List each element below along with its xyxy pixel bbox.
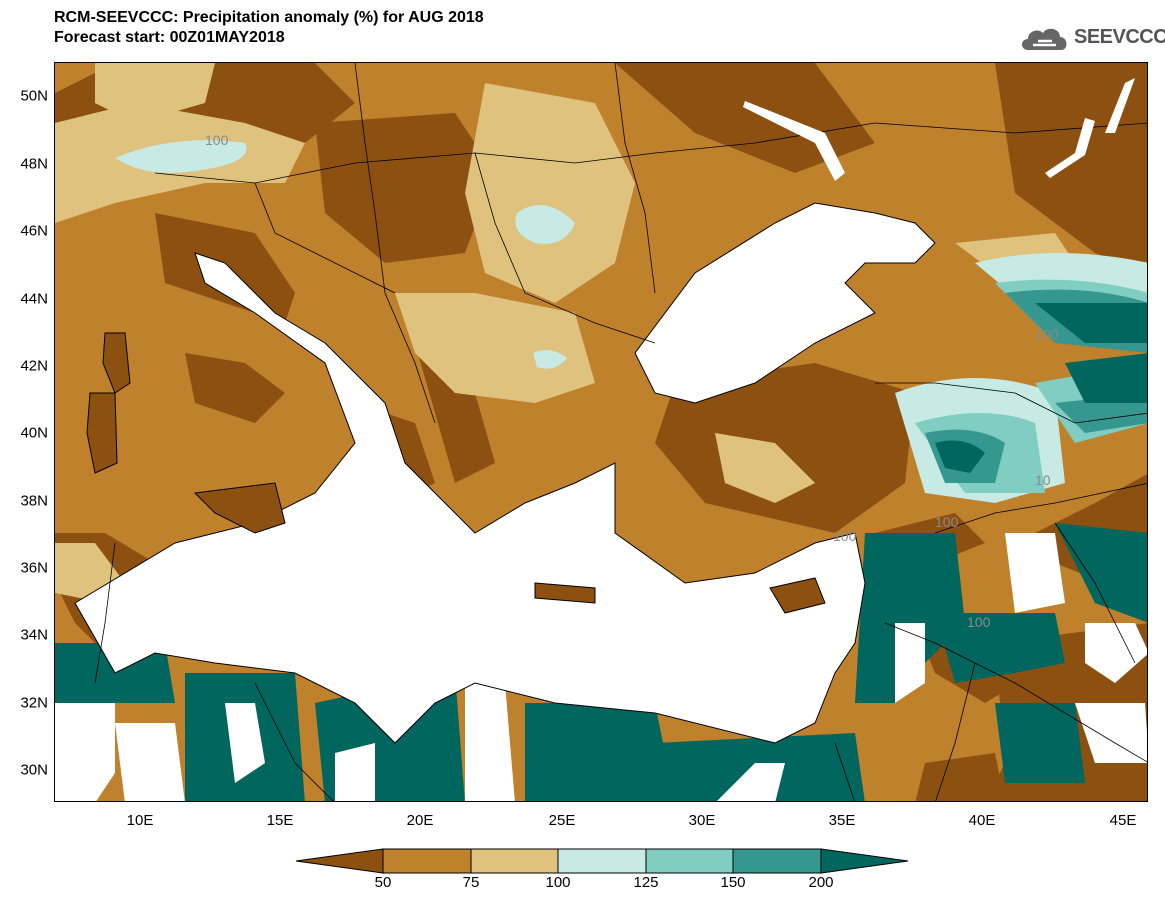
contour-label-alps: 100 (205, 132, 229, 148)
lat-label-46n: 46N (20, 222, 48, 240)
colorbar-segment-lt50 (295, 848, 384, 874)
logo-text: SEEVCCC (1074, 26, 1165, 48)
colorbar-segment-100-125 (557, 848, 647, 874)
colorbar-label-200: 200 (808, 874, 834, 891)
lat-label-36n: 36N (20, 559, 48, 577)
contour-label-caucasus: 100 (1035, 326, 1059, 342)
lon-label-45e: 45E (1109, 812, 1137, 829)
map-area: 100 100 100 100 100 10 (54, 62, 1148, 802)
colorbar-segment-50-75 (382, 848, 472, 874)
lon-label-40e: 40E (968, 812, 996, 829)
lat-label-32n: 32N (20, 694, 48, 712)
colorbar (295, 848, 909, 874)
contour-label-east-turkey: 100 (935, 514, 959, 530)
colorbar-segment-150-200 (732, 848, 822, 874)
contour-label-turkey-south: 100 (833, 528, 857, 544)
lon-label-25e: 25E (548, 812, 576, 829)
colorbar-label-75: 75 (462, 874, 480, 891)
colorbar-label-50: 50 (374, 874, 392, 891)
lat-label-44n: 44N (20, 290, 48, 308)
title-line-1: RCM-SEEVCCC: Precipitation anomaly (%) f… (54, 9, 484, 26)
colorbar-segment-75-100 (470, 848, 559, 874)
colorbar-segment-gt200 (820, 848, 909, 874)
lat-label-40n: 40N (20, 424, 48, 442)
colorbar-label-125: 125 (633, 874, 659, 891)
seevccc-logo: SEEVCCC (1018, 22, 1165, 56)
lon-label-10e: 10E (126, 812, 154, 829)
colorbar-label-100: 100 (545, 874, 571, 891)
title-line-2: Forecast start: 00Z01MAY2018 (54, 29, 285, 46)
map-title: RCM-SEEVCCC: Precipitation anomaly (%) f… (54, 8, 484, 48)
precipitation-field: 100 100 100 100 100 10 (55, 63, 1147, 801)
lat-label-30n: 30N (20, 761, 48, 779)
lat-label-34n: 34N (20, 626, 48, 644)
cloud-icon (1022, 28, 1067, 50)
lon-label-35e: 35E (828, 812, 856, 829)
contour-label-armenia: 10 (1035, 472, 1051, 488)
lat-label-42n: 42N (20, 357, 48, 375)
colorbar-segment-125-150 (645, 848, 734, 874)
lat-label-38n: 38N (20, 492, 48, 510)
colorbar-label-150: 150 (720, 874, 746, 891)
lon-label-20e: 20E (406, 812, 434, 829)
lon-label-30e: 30E (688, 812, 716, 829)
lat-label-50n: 50N (20, 87, 48, 105)
contour-label-syria: 100 (967, 614, 991, 630)
lon-label-15e: 15E (266, 812, 294, 829)
lat-label-48n: 48N (20, 155, 48, 173)
